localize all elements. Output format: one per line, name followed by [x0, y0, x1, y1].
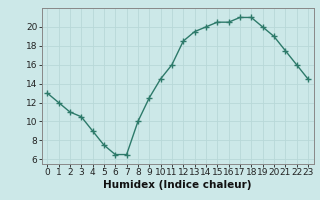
X-axis label: Humidex (Indice chaleur): Humidex (Indice chaleur) — [103, 180, 252, 190]
